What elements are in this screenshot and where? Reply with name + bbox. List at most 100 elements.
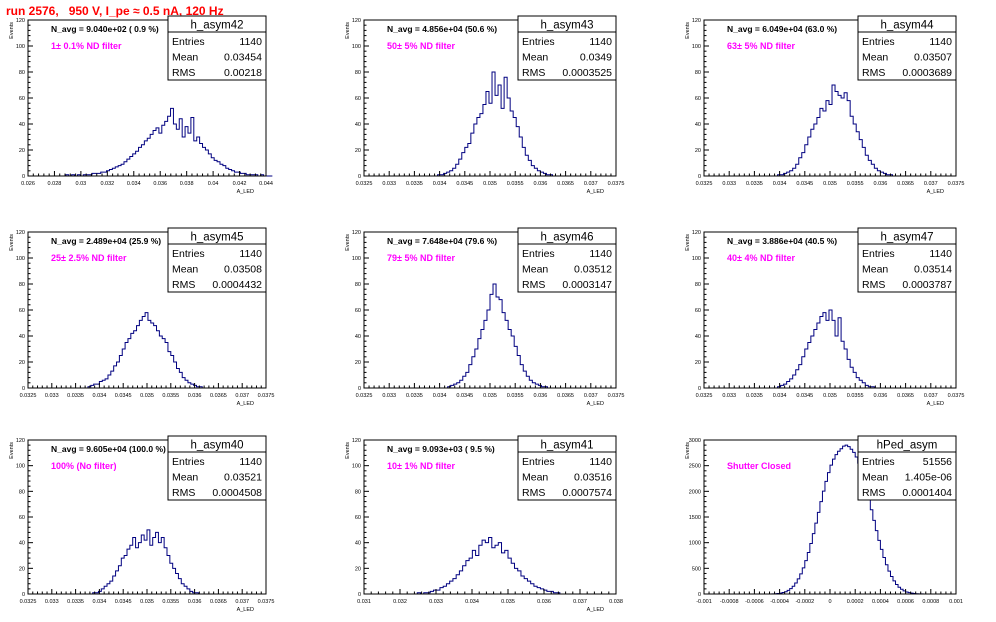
x-axis-title: A_LED (237, 607, 254, 613)
x-tick-label: 0.038 (609, 599, 623, 605)
stats-value: 0.03512 (574, 264, 612, 276)
stats-box (517, 227, 617, 293)
stats-value: 0.03521 (224, 472, 262, 484)
stats-value: 0.03454 (224, 52, 262, 64)
x-tick-label: 0.0008 (922, 599, 939, 605)
stats-label: RMS (522, 279, 545, 291)
x-tick-label: 0.033 (722, 393, 736, 399)
x-tick-label: 0.032 (393, 599, 407, 605)
x-tick-label: 0.037 (584, 393, 598, 399)
y-tick-label: 60 (19, 515, 25, 521)
n-avg-header: N_avg = 3.886e+04 (40.5 %) (727, 236, 837, 246)
x-tick-label: 0.0006 (897, 599, 914, 605)
y-tick-label: 100 (692, 44, 701, 50)
n-avg-header: N_avg = 9.605e+04 (100.0 %) (51, 444, 166, 454)
stats-box (857, 435, 957, 501)
x-axis-title: A_LED (587, 401, 604, 407)
y-tick-label: 60 (19, 96, 25, 102)
x-tick-label: 0.035 (823, 181, 837, 187)
y-tick-label: 60 (695, 308, 701, 314)
y-tick-label: 3000 (689, 438, 701, 444)
x-tick-label: 0.0325 (696, 393, 713, 399)
x-tick-label: 0.035 (823, 393, 837, 399)
y-axis-title: Events (345, 22, 351, 39)
histogram-name: h_asym44 (880, 20, 934, 32)
x-tick-label: -0.0002 (795, 599, 814, 605)
y-tick-label: 120 (16, 18, 25, 24)
stats-box (167, 435, 267, 501)
filter-annotation: 79± 5% ND filter (387, 253, 455, 263)
stats-box (517, 435, 617, 501)
stats-box (167, 227, 267, 293)
stats-value: 1140 (589, 248, 612, 260)
y-tick-label: 100 (692, 256, 701, 262)
y-tick-label: 120 (692, 230, 701, 236)
y-tick-label: 20 (19, 148, 25, 154)
x-tick-label: 0.033 (382, 393, 396, 399)
histogram-name: h_asym40 (190, 440, 243, 452)
y-tick-label: 60 (695, 96, 701, 102)
histogram-name: h_asym41 (540, 440, 593, 452)
y-tick-label: 40 (19, 541, 25, 547)
y-tick-label: 60 (355, 96, 361, 102)
histogram-line (444, 283, 551, 389)
x-tick-label: 0.033 (382, 181, 396, 187)
stats-value: 1140 (239, 456, 262, 468)
n-avg-header: N_avg = 9.093e+03 ( 9.5 %) (387, 444, 495, 454)
y-tick-label: 20 (355, 360, 361, 366)
stats-label: Entries (522, 248, 555, 260)
y-tick-label: 1500 (689, 515, 701, 521)
y-tick-label: 60 (19, 308, 25, 314)
x-tick-label: 0.0004 (872, 599, 889, 605)
x-tick-label: 0.0375 (258, 393, 275, 399)
histogram-line (28, 107, 273, 177)
y-tick-label: 80 (355, 282, 361, 288)
histogram-line (85, 312, 206, 389)
stats-value: 1140 (239, 248, 262, 260)
stats-label: RMS (522, 67, 545, 79)
x-tick-label: 0.0345 (115, 599, 132, 605)
y-tick-label: 0 (22, 592, 25, 598)
x-tick-label: -0.0006 (745, 599, 764, 605)
stats-value: 0.00218 (224, 67, 262, 79)
y-tick-label: 0 (358, 386, 361, 392)
y-tick-label: 80 (19, 282, 25, 288)
x-tick-label: 0.0365 (210, 599, 227, 605)
x-tick-label: 0.034 (127, 181, 141, 187)
filter-annotation: 1± 0.1% ND filter (51, 41, 122, 51)
x-tick-label: 0.03 (76, 181, 87, 187)
x-tick-label: 0.035 (483, 393, 497, 399)
stats-label: Entries (522, 36, 555, 48)
y-axis-title: Events (9, 22, 15, 39)
filter-annotation: 10± 1% ND filter (387, 461, 455, 471)
filter-annotation: 40± 4% ND filter (727, 253, 795, 263)
x-axis-title: A_LED (587, 607, 604, 613)
stats-label: RMS (172, 67, 195, 79)
n-avg-header: N_avg = 4.856e+04 (50.6 %) (387, 24, 497, 34)
stats-label: Entries (862, 248, 895, 260)
histogram-line (410, 537, 564, 595)
x-tick-label: 0.036 (188, 599, 202, 605)
histogram-name: h_asym46 (540, 232, 593, 244)
x-axis-title: A_LED (237, 401, 254, 407)
stats-label: Mean (172, 264, 198, 276)
y-tick-label: 80 (695, 70, 701, 76)
stats-label: RMS (862, 67, 885, 79)
x-tick-label: 0.0335 (67, 393, 84, 399)
x-tick-label: 0.026 (21, 181, 35, 187)
x-tick-label: 0 (828, 599, 831, 605)
y-tick-label: 40 (355, 334, 361, 340)
histogram-name: h_asym45 (190, 232, 243, 244)
x-tick-label: 0.0355 (507, 393, 524, 399)
x-tick-label: 0.035 (483, 181, 497, 187)
x-tick-label: 0.037 (235, 393, 249, 399)
stats-label: RMS (522, 487, 545, 499)
stats-label: Mean (862, 264, 888, 276)
y-axis-title: Events (9, 442, 15, 459)
histogram-name: h_asym47 (880, 232, 933, 244)
stats-value: 0.0003525 (562, 67, 612, 79)
y-tick-label: 2500 (689, 464, 701, 470)
stats-value: 1140 (929, 248, 952, 260)
n-avg-header: N_avg = 7.648e+04 (79.6 %) (387, 236, 497, 246)
filter-annotation: 63± 5% ND filter (727, 41, 795, 51)
